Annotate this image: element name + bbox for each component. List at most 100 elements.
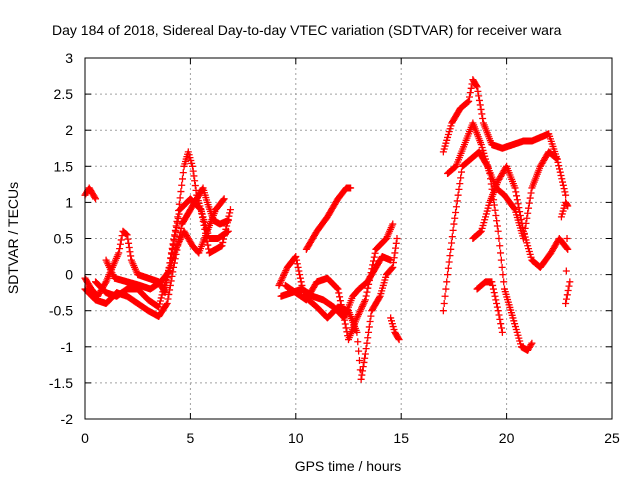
data-point-marker [488, 278, 496, 286]
data-point-marker [355, 309, 363, 317]
data-point-marker [359, 363, 367, 371]
data-point-marker [172, 228, 180, 236]
data-point-marker [512, 188, 520, 196]
data-point-marker [165, 290, 173, 298]
data-point-marker [389, 263, 397, 271]
data-point-marker [199, 217, 207, 225]
series-seg-3d [469, 162, 572, 271]
data-point-marker [526, 194, 534, 202]
data-point-marker [333, 284, 341, 292]
data-point-marker [490, 289, 498, 297]
data-point-marker [220, 195, 228, 203]
data-point-marker [391, 249, 399, 257]
data-point-marker [341, 320, 349, 328]
data-point-marker [483, 161, 491, 169]
data-point-marker [493, 299, 501, 307]
data-point-marker [498, 263, 506, 271]
data-point-marker [363, 288, 371, 296]
data-point-marker [361, 298, 369, 306]
data-point-marker [491, 206, 499, 214]
data-point-marker [174, 215, 182, 223]
data-point-marker [124, 235, 132, 243]
data-point-marker [160, 285, 168, 293]
data-point-marker [353, 314, 361, 322]
data-point-marker [495, 311, 503, 319]
data-point-marker [361, 354, 369, 362]
data-point-marker [387, 256, 395, 264]
data-point-marker [440, 299, 448, 307]
data-point-marker [523, 214, 531, 222]
data-point-marker [163, 299, 171, 307]
data-point-marker [465, 97, 473, 105]
y-tick-label: 1.5 [54, 158, 74, 174]
chart-title: Day 184 of 2018, Sidereal Day-to-day VTE… [52, 22, 562, 38]
data-point-marker [155, 303, 163, 311]
data-point-marker [493, 217, 501, 225]
data-point-marker [176, 194, 184, 202]
data-point-marker [353, 328, 361, 336]
data-point-marker [164, 268, 172, 276]
data-point-marker [166, 281, 174, 289]
data-point-marker [519, 223, 527, 231]
data-point-marker [296, 271, 304, 279]
data-point-marker [159, 288, 167, 296]
data-point-marker [450, 220, 458, 228]
y-axis-label: SDTVAR / TECUs [5, 182, 21, 294]
data-point-marker [562, 191, 570, 199]
data-point-marker [365, 276, 373, 284]
data-point-marker [162, 301, 170, 309]
data-point-marker [465, 93, 473, 101]
data-point-marker [497, 320, 505, 328]
data-point-marker [364, 334, 372, 342]
series-seg-2c [281, 220, 397, 344]
data-point-marker [363, 339, 371, 347]
data-series [81, 76, 574, 383]
data-point-marker [278, 275, 286, 283]
data-point-marker [495, 235, 503, 242]
data-point-marker [563, 201, 571, 209]
data-point-marker [173, 219, 181, 227]
data-point-marker [342, 324, 350, 332]
data-point-marker [563, 235, 571, 242]
data-point-marker [500, 278, 508, 286]
data-point-marker [122, 230, 130, 238]
data-point-marker [335, 289, 343, 297]
x-tick-label: 20 [499, 430, 515, 446]
data-point-marker [294, 263, 302, 271]
data-point-marker [443, 278, 451, 286]
data-point-marker [332, 283, 340, 291]
data-point-marker [516, 212, 524, 220]
data-point-marker [369, 261, 377, 269]
data-point-marker [175, 237, 183, 245]
data-point-marker [156, 300, 164, 308]
data-point-marker [361, 350, 369, 358]
data-point-marker [189, 162, 197, 170]
data-point-marker [392, 239, 400, 247]
data-point-marker [276, 278, 284, 286]
series-seg-1d [102, 195, 228, 293]
data-point-marker [355, 357, 363, 365]
data-point-marker [282, 267, 290, 275]
data-point-marker [370, 253, 378, 261]
data-point-marker [356, 307, 364, 315]
data-point-marker [359, 367, 367, 375]
data-point-marker [552, 154, 560, 162]
data-point-marker [367, 269, 375, 277]
data-point-marker [225, 212, 233, 220]
axis-ticks [84, 57, 613, 420]
data-point-marker [115, 249, 123, 257]
data-point-marker [453, 197, 461, 205]
data-point-marker [562, 267, 570, 275]
data-point-marker [369, 257, 377, 265]
data-point-marker [562, 295, 570, 303]
data-point-marker [493, 222, 501, 230]
data-point-marker [496, 242, 504, 250]
data-point-marker [360, 299, 368, 307]
data-point-marker [357, 306, 365, 314]
data-point-marker [175, 210, 183, 218]
data-point-marker [518, 219, 526, 227]
data-point-marker [354, 312, 362, 320]
data-point-marker [279, 273, 287, 281]
y-tick-label: 3 [65, 50, 73, 66]
